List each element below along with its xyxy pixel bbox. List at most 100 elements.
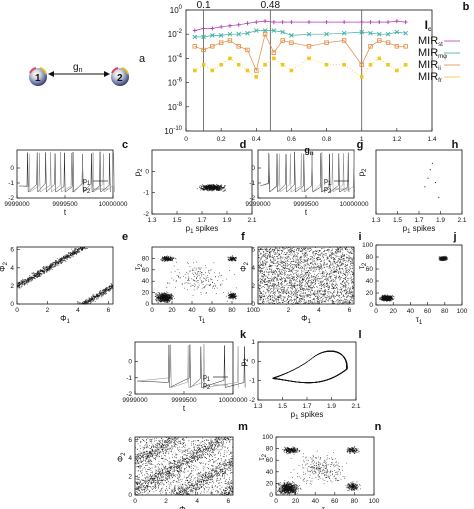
- series-line-mφ: [194, 30, 406, 38]
- y-tick-label: 10-10: [164, 126, 182, 136]
- panel-letter-c: c: [122, 139, 128, 151]
- data-point: [201, 47, 206, 53]
- legend-label-mφ: MIRmφ: [418, 47, 447, 60]
- data-point: [192, 44, 197, 49]
- arrow-head-right: [104, 71, 110, 77]
- data-point: [262, 28, 268, 33]
- y-tick-label: 20: [142, 290, 150, 297]
- data-point: [307, 56, 311, 61]
- node-2-accent: [111, 67, 119, 74]
- y-tick-label: 4: [128, 455, 132, 462]
- data-point: [394, 19, 399, 24]
- scatter-stripes: [135, 437, 234, 496]
- x-tick-label: 1.7: [197, 217, 206, 224]
- node-2-ball: [111, 68, 129, 86]
- plot-frame-h: [375, 149, 463, 215]
- x-tick-label: 1.9: [327, 403, 336, 410]
- scatter-cloud: [227, 255, 237, 262]
- y-tick-label: -2: [8, 195, 14, 202]
- chart-m: 0 2 4 6 6 4 2 0 Φ1 Φ2 m: [116, 421, 248, 509]
- data-point: [306, 31, 312, 37]
- panel-letter-b: b: [463, 1, 470, 13]
- x-tick-label: 20: [292, 498, 300, 505]
- scatter-cloud: [276, 480, 302, 496]
- scatter-stripes: [135, 437, 234, 496]
- x-axis-label: gn: [304, 145, 314, 157]
- x-tick-label: 1.3: [147, 217, 156, 224]
- scatter-cloud: [379, 294, 395, 302]
- plot-frame-f: [151, 246, 253, 305]
- data-point: [368, 20, 373, 25]
- data-point: [307, 20, 311, 25]
- data-point: [262, 32, 268, 37]
- panel-letter-j: j: [452, 231, 456, 243]
- y-tick-label: 10-2: [168, 29, 183, 39]
- x-axis-label: t: [64, 208, 67, 217]
- scatter-point: [427, 177, 429, 179]
- plot-frame-k: [134, 341, 234, 395]
- y-tick-label: 6: [251, 247, 255, 254]
- data-point: [245, 30, 250, 36]
- coupling-label: gn: [73, 62, 83, 74]
- legend-label-ii: MIRii: [418, 59, 441, 72]
- data-point: [324, 40, 329, 45]
- x-tick-label: 60: [208, 307, 216, 314]
- data-point: [280, 20, 285, 25]
- series-line-ii: [194, 33, 406, 72]
- data-point: [280, 62, 285, 67]
- panel-letter-a: a: [139, 53, 146, 65]
- marker-label: 0.1: [197, 0, 211, 11]
- x-tick-label: 1.4: [427, 136, 436, 143]
- network-diagram: 1 2 gn a: [29, 53, 146, 86]
- trace-2: [259, 151, 355, 193]
- y-tick-label: 0: [251, 358, 255, 365]
- y-tick-label: 100: [262, 434, 273, 441]
- scatter-point: [424, 186, 426, 188]
- data-point: [201, 34, 206, 40]
- x-tick-label: 4: [76, 307, 80, 314]
- plot-frame-d: [151, 149, 253, 215]
- x-axis-label: τ1: [416, 315, 423, 326]
- scatter-cloud: [154, 291, 175, 304]
- y-tick-label: 0: [10, 165, 14, 172]
- x-tick-label: 0.2: [217, 136, 226, 143]
- y-tick-label: 2: [10, 283, 14, 290]
- x-tick-label: 9999000: [245, 201, 271, 208]
- y-axis-label: p2: [239, 358, 250, 366]
- legend-label-fr: MIRfr: [418, 71, 442, 84]
- plot-frame-b: [185, 9, 433, 132]
- x-tick-label: 0: [150, 307, 154, 314]
- data-point: [210, 44, 215, 49]
- y-axis-label: Φ2: [239, 261, 250, 271]
- y-tick-label: 2: [251, 283, 255, 290]
- x-tick-label: 0: [256, 307, 260, 314]
- x-tick-label: 6: [348, 307, 352, 314]
- panel-letter-k: k: [240, 329, 247, 341]
- data-point: [263, 19, 268, 24]
- y-tick-label: 60: [366, 266, 374, 273]
- y-tick-label: 0: [10, 301, 14, 308]
- y-axis-label: τ2: [257, 453, 268, 460]
- y-tick-label: 80: [266, 446, 274, 453]
- y-tick-label: 60: [142, 267, 150, 274]
- x-tick-label: 1.5: [278, 403, 287, 410]
- data-point: [219, 24, 224, 29]
- x-tick-label: 4: [195, 498, 199, 505]
- x-tick-label: 6: [107, 307, 111, 314]
- data-point: [324, 31, 329, 37]
- panel-letter-d: d: [240, 139, 247, 151]
- x-tick-label: 60: [331, 498, 339, 505]
- x-axis-label: t: [183, 404, 186, 413]
- data-point: [377, 20, 382, 25]
- x-tick-label: 1.7: [302, 403, 311, 410]
- panel-letter-i: i: [358, 231, 361, 243]
- data-point: [385, 31, 391, 37]
- node-1-ball: [29, 68, 47, 86]
- scatter-cloud: [196, 183, 226, 192]
- x-tick-label: 1.3: [253, 403, 262, 410]
- scatter-point: [435, 182, 437, 183]
- trace-1: [136, 344, 246, 389]
- data-point: [227, 38, 233, 43]
